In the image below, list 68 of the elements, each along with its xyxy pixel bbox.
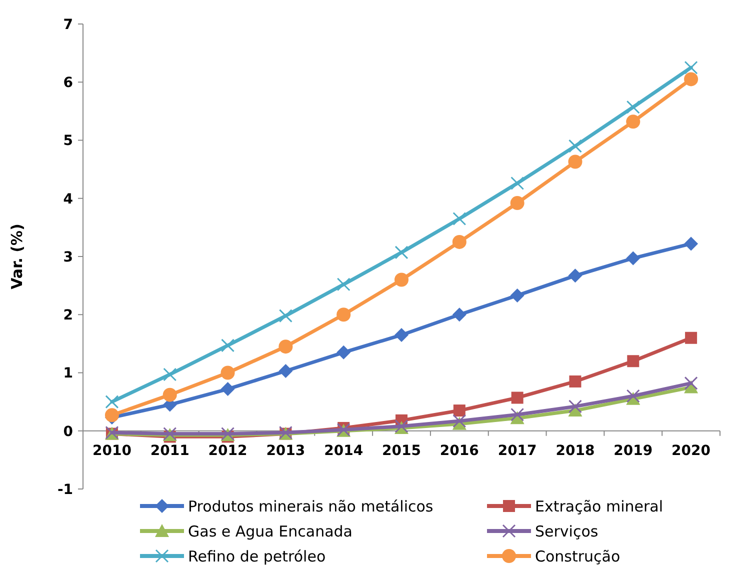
y-tick-label: 6 bbox=[63, 75, 73, 92]
y-tick-label: 3 bbox=[63, 249, 73, 266]
legend-label: Refino de petróleo bbox=[188, 547, 326, 566]
y-tick-label: 7 bbox=[63, 16, 73, 33]
x-tick-label: 2018 bbox=[556, 442, 595, 459]
point bbox=[105, 395, 119, 409]
legend-label: Serviços bbox=[535, 522, 598, 540]
x-tick-label: 2016 bbox=[440, 442, 479, 459]
point bbox=[626, 100, 640, 114]
point bbox=[510, 288, 524, 302]
legend-label: Produtos minerais não metálicos bbox=[188, 497, 434, 516]
legend-label: Gas e Agua Encanada bbox=[188, 522, 352, 540]
point bbox=[163, 368, 177, 382]
point bbox=[162, 388, 177, 402]
legend-label: Extração mineral bbox=[535, 497, 664, 516]
x-tick-label: 2017 bbox=[498, 442, 537, 459]
point bbox=[221, 338, 235, 352]
point bbox=[336, 278, 350, 292]
y-tick-label: 4 bbox=[63, 191, 74, 208]
y-tick-label: -1 bbox=[57, 482, 73, 498]
x-tick-label: 2010 bbox=[92, 442, 132, 459]
y-tick-label: 2 bbox=[63, 308, 73, 324]
point bbox=[568, 268, 582, 283]
point bbox=[220, 382, 235, 396]
point bbox=[336, 345, 351, 360]
point bbox=[394, 328, 408, 342]
point bbox=[627, 355, 640, 368]
point bbox=[685, 332, 698, 344]
legend-label: Construção bbox=[535, 547, 620, 566]
y-tick-label: 1 bbox=[63, 366, 73, 382]
y-axis-title: Var. (%) bbox=[8, 224, 26, 290]
point bbox=[278, 340, 293, 354]
point bbox=[453, 404, 466, 417]
point bbox=[510, 408, 524, 422]
point bbox=[568, 400, 582, 414]
point bbox=[452, 414, 466, 428]
point bbox=[336, 308, 351, 322]
point bbox=[568, 154, 582, 169]
point bbox=[626, 389, 640, 403]
x-tick-label: 2012 bbox=[208, 442, 248, 459]
x-tick-label: 2014 bbox=[324, 442, 364, 459]
point bbox=[104, 408, 119, 422]
x-tick-label: 2013 bbox=[266, 442, 306, 459]
point bbox=[394, 272, 408, 287]
point bbox=[394, 246, 408, 260]
point bbox=[452, 234, 466, 249]
point bbox=[510, 176, 524, 190]
point bbox=[684, 236, 698, 251]
point bbox=[220, 366, 235, 380]
point bbox=[278, 364, 293, 378]
point bbox=[684, 72, 698, 86]
point bbox=[684, 376, 698, 390]
x-tick-label: 2020 bbox=[672, 442, 711, 459]
point bbox=[569, 375, 582, 388]
point bbox=[510, 196, 524, 210]
x-tick-label: 2019 bbox=[614, 442, 653, 459]
x-tick-label: 2015 bbox=[382, 442, 421, 459]
point bbox=[684, 60, 698, 74]
y-tick-label: 0 bbox=[63, 424, 74, 440]
point bbox=[452, 212, 466, 226]
point bbox=[568, 139, 582, 153]
point bbox=[452, 308, 466, 322]
point bbox=[626, 251, 640, 266]
point bbox=[626, 114, 640, 129]
point bbox=[278, 309, 292, 323]
y-tick-label: 5 bbox=[63, 133, 73, 150]
x-tick-label: 2011 bbox=[150, 442, 190, 459]
point bbox=[511, 392, 524, 404]
